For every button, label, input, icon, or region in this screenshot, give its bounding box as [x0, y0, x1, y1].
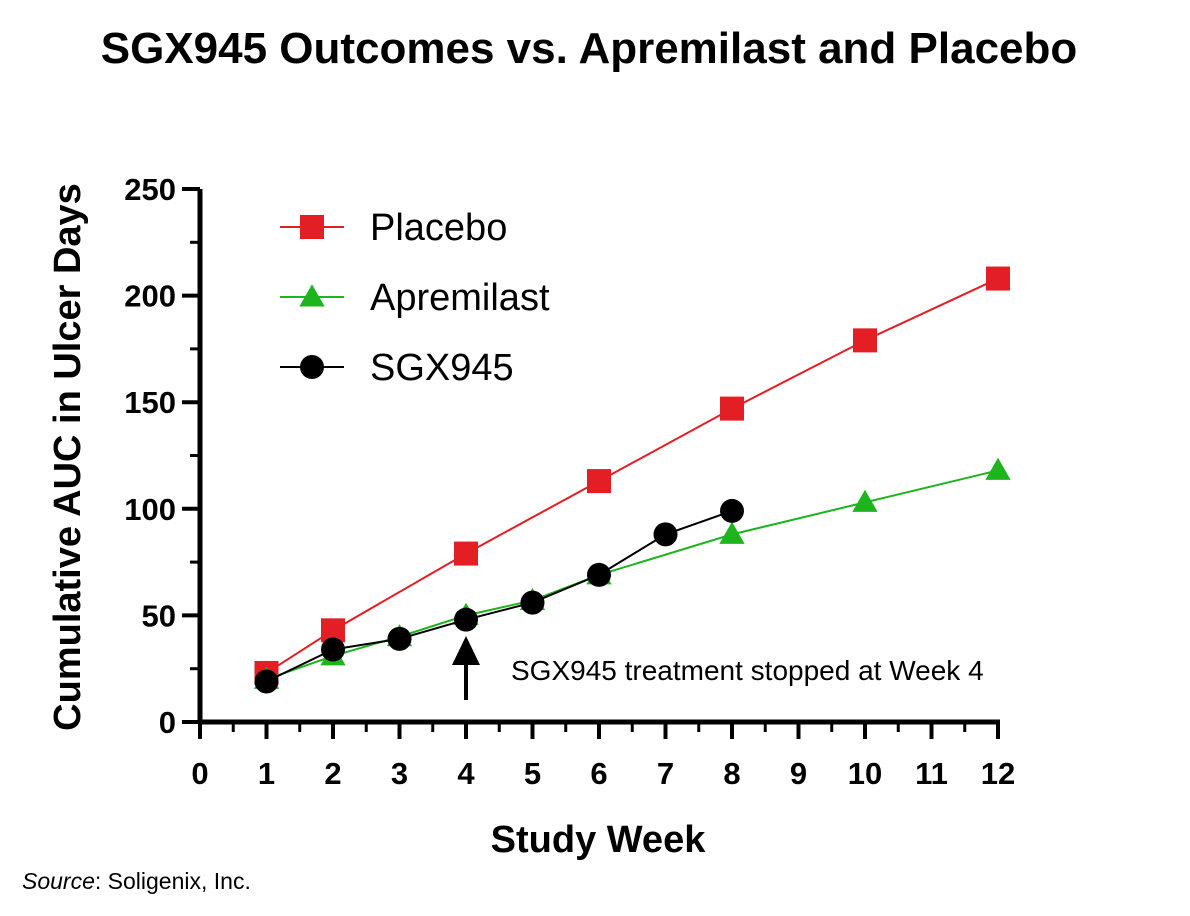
data-point-apremilast [985, 457, 1011, 480]
x-tick-label: 9 [790, 756, 807, 791]
series-layer [253, 266, 1011, 694]
data-point-sgx945 [387, 626, 412, 651]
data-point-placebo [720, 396, 744, 421]
data-point-apremilast [719, 521, 745, 544]
source-text: : Soligenix, Inc. [95, 868, 251, 894]
y-tick-label: 200 [124, 279, 176, 314]
legend-marker-apremilast [299, 284, 325, 307]
data-point-sgx945 [720, 498, 744, 523]
x-tick-label: 5 [524, 756, 541, 791]
y-tick-label: 0 [159, 705, 176, 740]
x-tick-label: 3 [391, 756, 408, 791]
data-point-sgx945 [520, 590, 545, 615]
y-tick-label: 100 [124, 492, 176, 527]
x-tick-label: 6 [590, 756, 607, 791]
y-tick-label: 250 [124, 172, 176, 207]
data-point-placebo [454, 541, 478, 566]
data-point-sgx945 [321, 637, 345, 662]
series-line-placebo [265, 277, 999, 674]
x-tick-label: 0 [191, 756, 208, 791]
annotation-arrow-head [452, 636, 480, 665]
legend-label-apremilast: Apremilast [370, 277, 550, 319]
data-point-apremilast [852, 489, 878, 512]
chart-title: SGX945 Outcomes vs. Apremilast and Place… [101, 24, 1078, 73]
data-point-placebo [853, 328, 877, 353]
annotation-layer: SGX945 treatment stopped at Week 4 [452, 636, 984, 700]
x-tick-label: 10 [848, 756, 882, 791]
data-point-sgx945 [653, 522, 678, 547]
legend-label-sgx945: SGX945 [370, 347, 514, 389]
series-line-apremilast [266, 469, 999, 681]
annotation-text: SGX945 treatment stopped at Week 4 [511, 655, 984, 686]
y-tick-label: 150 [124, 385, 176, 420]
x-tick-label: 4 [457, 756, 475, 791]
x-axis-label: Study Week [491, 819, 707, 861]
x-tick-label: 1 [258, 756, 275, 791]
legend-marker-sgx945 [300, 355, 324, 379]
source-note: Source: Soligenix, Inc. [22, 868, 251, 894]
data-point-sgx945 [254, 669, 279, 694]
x-tick-label: 7 [657, 756, 674, 791]
data-point-sgx945 [587, 562, 611, 587]
data-point-placebo [587, 469, 611, 494]
source-prefix: Source [22, 868, 95, 894]
x-tick-label: 12 [981, 756, 1015, 791]
x-tick-label: 11 [915, 756, 948, 791]
data-point-sgx945 [454, 607, 478, 632]
x-tick-label: 2 [324, 756, 341, 791]
legend-label-placebo: Placebo [370, 207, 507, 249]
data-point-placebo [986, 266, 1010, 291]
legend: Placebo Apremilast SGX945 [280, 207, 550, 389]
x-tick-label: 8 [723, 756, 740, 791]
legend-marker-placebo [300, 215, 324, 239]
y-tick-label: 50 [142, 598, 176, 633]
y-axis-label: Cumulative AUC in Ulcer Days [47, 183, 89, 731]
